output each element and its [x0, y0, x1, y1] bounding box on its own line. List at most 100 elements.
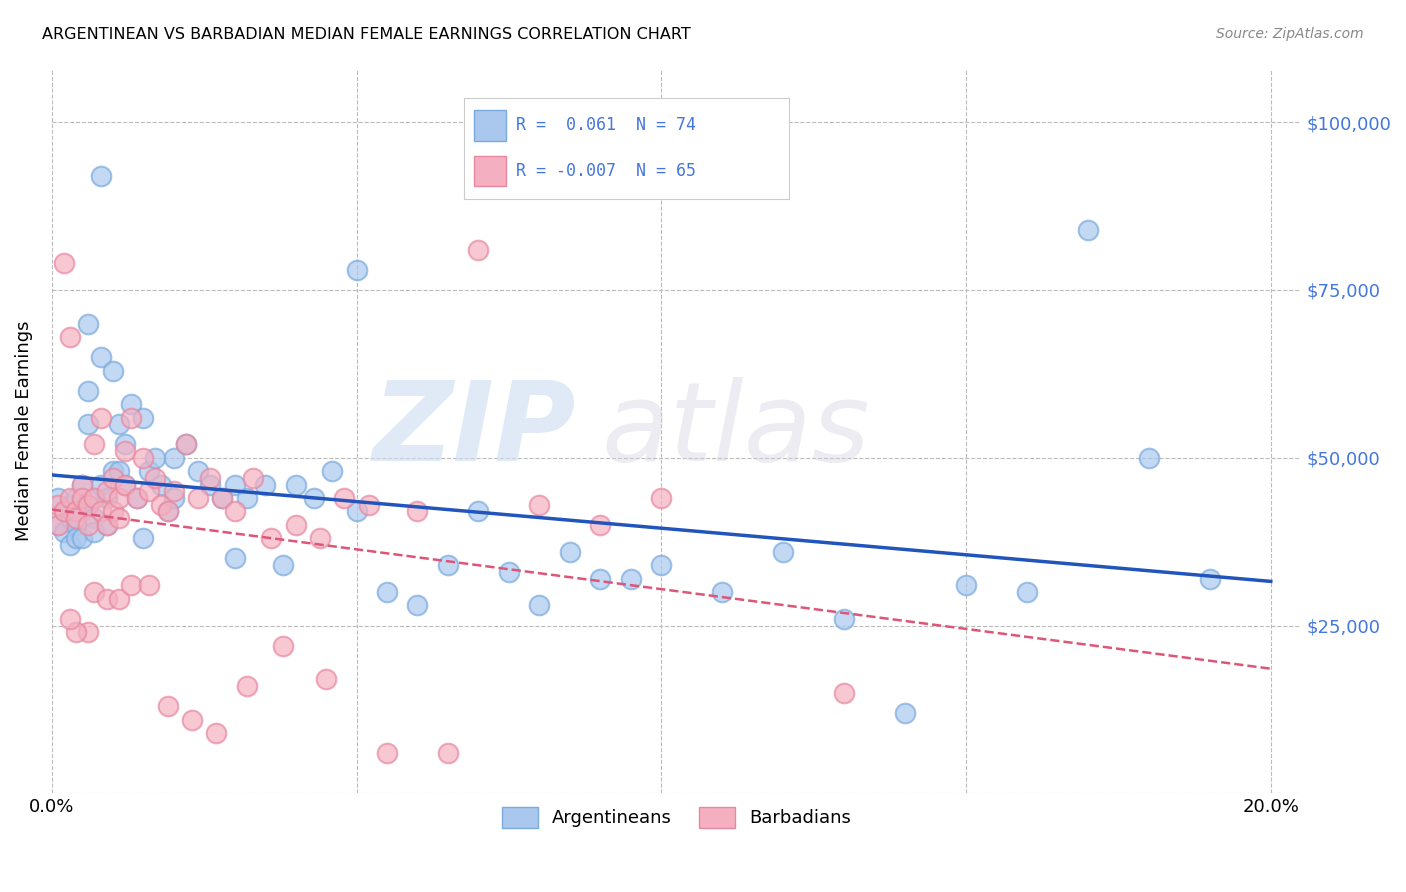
- Point: [132, 531, 155, 545]
- Point: [65, 625, 87, 640]
- Point: [174, 437, 197, 451]
- Point: [205, 726, 228, 740]
- Point: [70, 504, 93, 518]
- Point: [529, 599, 551, 613]
- Point: [498, 565, 520, 579]
- Point: [309, 531, 332, 545]
- Point: [89, 169, 111, 183]
- Point: [114, 477, 136, 491]
- Point: [315, 672, 337, 686]
- Point: [346, 504, 368, 518]
- Point: [145, 450, 167, 465]
- Text: ARGENTINEAN VS BARBADIAN MEDIAN FEMALE EARNINGS CORRELATION CHART: ARGENTINEAN VS BARBADIAN MEDIAN FEMALE E…: [42, 27, 690, 42]
- Point: [77, 498, 100, 512]
- Point: [375, 746, 398, 760]
- Point: [59, 491, 82, 505]
- Point: [832, 686, 855, 700]
- Point: [125, 491, 148, 505]
- Point: [83, 524, 105, 539]
- Point: [59, 498, 82, 512]
- Point: [150, 498, 173, 512]
- Point: [467, 243, 489, 257]
- Point: [114, 444, 136, 458]
- Point: [107, 511, 129, 525]
- Point: [89, 504, 111, 518]
- Point: [89, 410, 111, 425]
- Point: [1077, 222, 1099, 236]
- Point: [77, 517, 100, 532]
- Point: [101, 471, 124, 485]
- Point: [46, 498, 69, 512]
- Point: [52, 504, 75, 518]
- Point: [406, 504, 429, 518]
- Point: [346, 263, 368, 277]
- Point: [70, 531, 93, 545]
- Point: [65, 491, 87, 505]
- Point: [650, 491, 672, 505]
- Point: [236, 679, 259, 693]
- Point: [59, 330, 82, 344]
- Point: [120, 397, 142, 411]
- Point: [107, 591, 129, 606]
- Point: [211, 491, 233, 505]
- Point: [120, 578, 142, 592]
- Point: [46, 517, 69, 532]
- Point: [437, 558, 460, 573]
- Point: [375, 585, 398, 599]
- Point: [96, 517, 118, 532]
- Point: [467, 504, 489, 518]
- Point: [150, 477, 173, 491]
- Point: [77, 417, 100, 432]
- Point: [254, 477, 277, 491]
- Point: [46, 491, 69, 505]
- Point: [302, 491, 325, 505]
- Point: [83, 437, 105, 451]
- Point: [1198, 572, 1220, 586]
- Point: [357, 498, 380, 512]
- Point: [83, 491, 105, 505]
- Point: [70, 491, 93, 505]
- Point: [107, 417, 129, 432]
- Point: [52, 504, 75, 518]
- Point: [65, 531, 87, 545]
- Point: [96, 591, 118, 606]
- Point: [181, 713, 204, 727]
- Point: [65, 504, 87, 518]
- Point: [558, 545, 581, 559]
- Point: [65, 511, 87, 525]
- Point: [96, 484, 118, 499]
- Point: [832, 612, 855, 626]
- Point: [107, 464, 129, 478]
- Point: [77, 498, 100, 512]
- Point: [132, 450, 155, 465]
- Point: [333, 491, 356, 505]
- Point: [138, 484, 160, 499]
- Point: [114, 437, 136, 451]
- Point: [89, 477, 111, 491]
- Point: [83, 585, 105, 599]
- Point: [260, 531, 283, 545]
- Point: [120, 410, 142, 425]
- Point: [321, 464, 343, 478]
- Point: [132, 410, 155, 425]
- Legend: Argentineans, Barbadians: Argentineans, Barbadians: [495, 800, 859, 835]
- Point: [77, 625, 100, 640]
- Point: [101, 464, 124, 478]
- Point: [529, 498, 551, 512]
- Point: [70, 477, 93, 491]
- Point: [59, 511, 82, 525]
- Point: [138, 464, 160, 478]
- Point: [52, 256, 75, 270]
- Point: [101, 504, 124, 518]
- Text: ZIP: ZIP: [373, 377, 576, 484]
- Point: [125, 491, 148, 505]
- Point: [187, 491, 209, 505]
- Text: Source: ZipAtlas.com: Source: ZipAtlas.com: [1216, 27, 1364, 41]
- Point: [46, 517, 69, 532]
- Point: [114, 477, 136, 491]
- Point: [107, 491, 129, 505]
- Point: [589, 517, 612, 532]
- Point: [224, 551, 246, 566]
- Point: [224, 504, 246, 518]
- Point: [1137, 450, 1160, 465]
